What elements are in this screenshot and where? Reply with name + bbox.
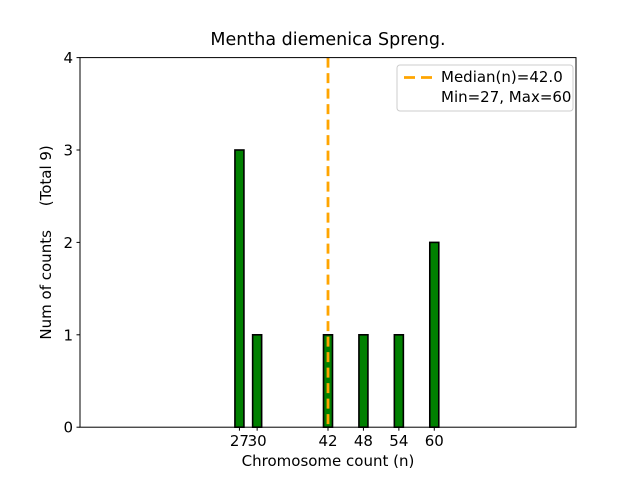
y-tick-label: 4 xyxy=(63,49,73,67)
x-tick-label: 27 xyxy=(230,432,249,450)
y-tick-label: 1 xyxy=(63,326,73,344)
y-tick-label: 3 xyxy=(63,142,73,160)
legend-minmax-label: Min=27, Max=60 xyxy=(441,88,571,106)
legend-box xyxy=(396,64,574,112)
legend-median-label: Median(n)=42.0 xyxy=(441,68,563,86)
bar-n54 xyxy=(393,333,405,428)
x-tick-label: 48 xyxy=(354,432,373,450)
bar-n30 xyxy=(251,333,263,428)
bar-n42 xyxy=(322,333,334,428)
y-axis-label: Num of counts (Total 9) xyxy=(37,145,55,339)
x-tick-label: 60 xyxy=(425,432,444,450)
bar-n48 xyxy=(358,333,369,428)
chart-title: Mentha diemenica Spreng. xyxy=(210,30,445,50)
y-tick-label: 2 xyxy=(63,234,73,252)
y-tick-label: 0 xyxy=(63,419,73,437)
x-tick-label: 30 xyxy=(248,432,267,450)
legend: Median(n)=42.0 Min=27, Max=60 xyxy=(396,64,574,112)
bar-n27 xyxy=(234,149,245,429)
x-tick-label: 54 xyxy=(389,432,408,450)
x-tick-label: 42 xyxy=(318,432,337,450)
bar-n60 xyxy=(428,241,440,428)
x-axis-label: Chromosome count (n) xyxy=(242,452,415,470)
